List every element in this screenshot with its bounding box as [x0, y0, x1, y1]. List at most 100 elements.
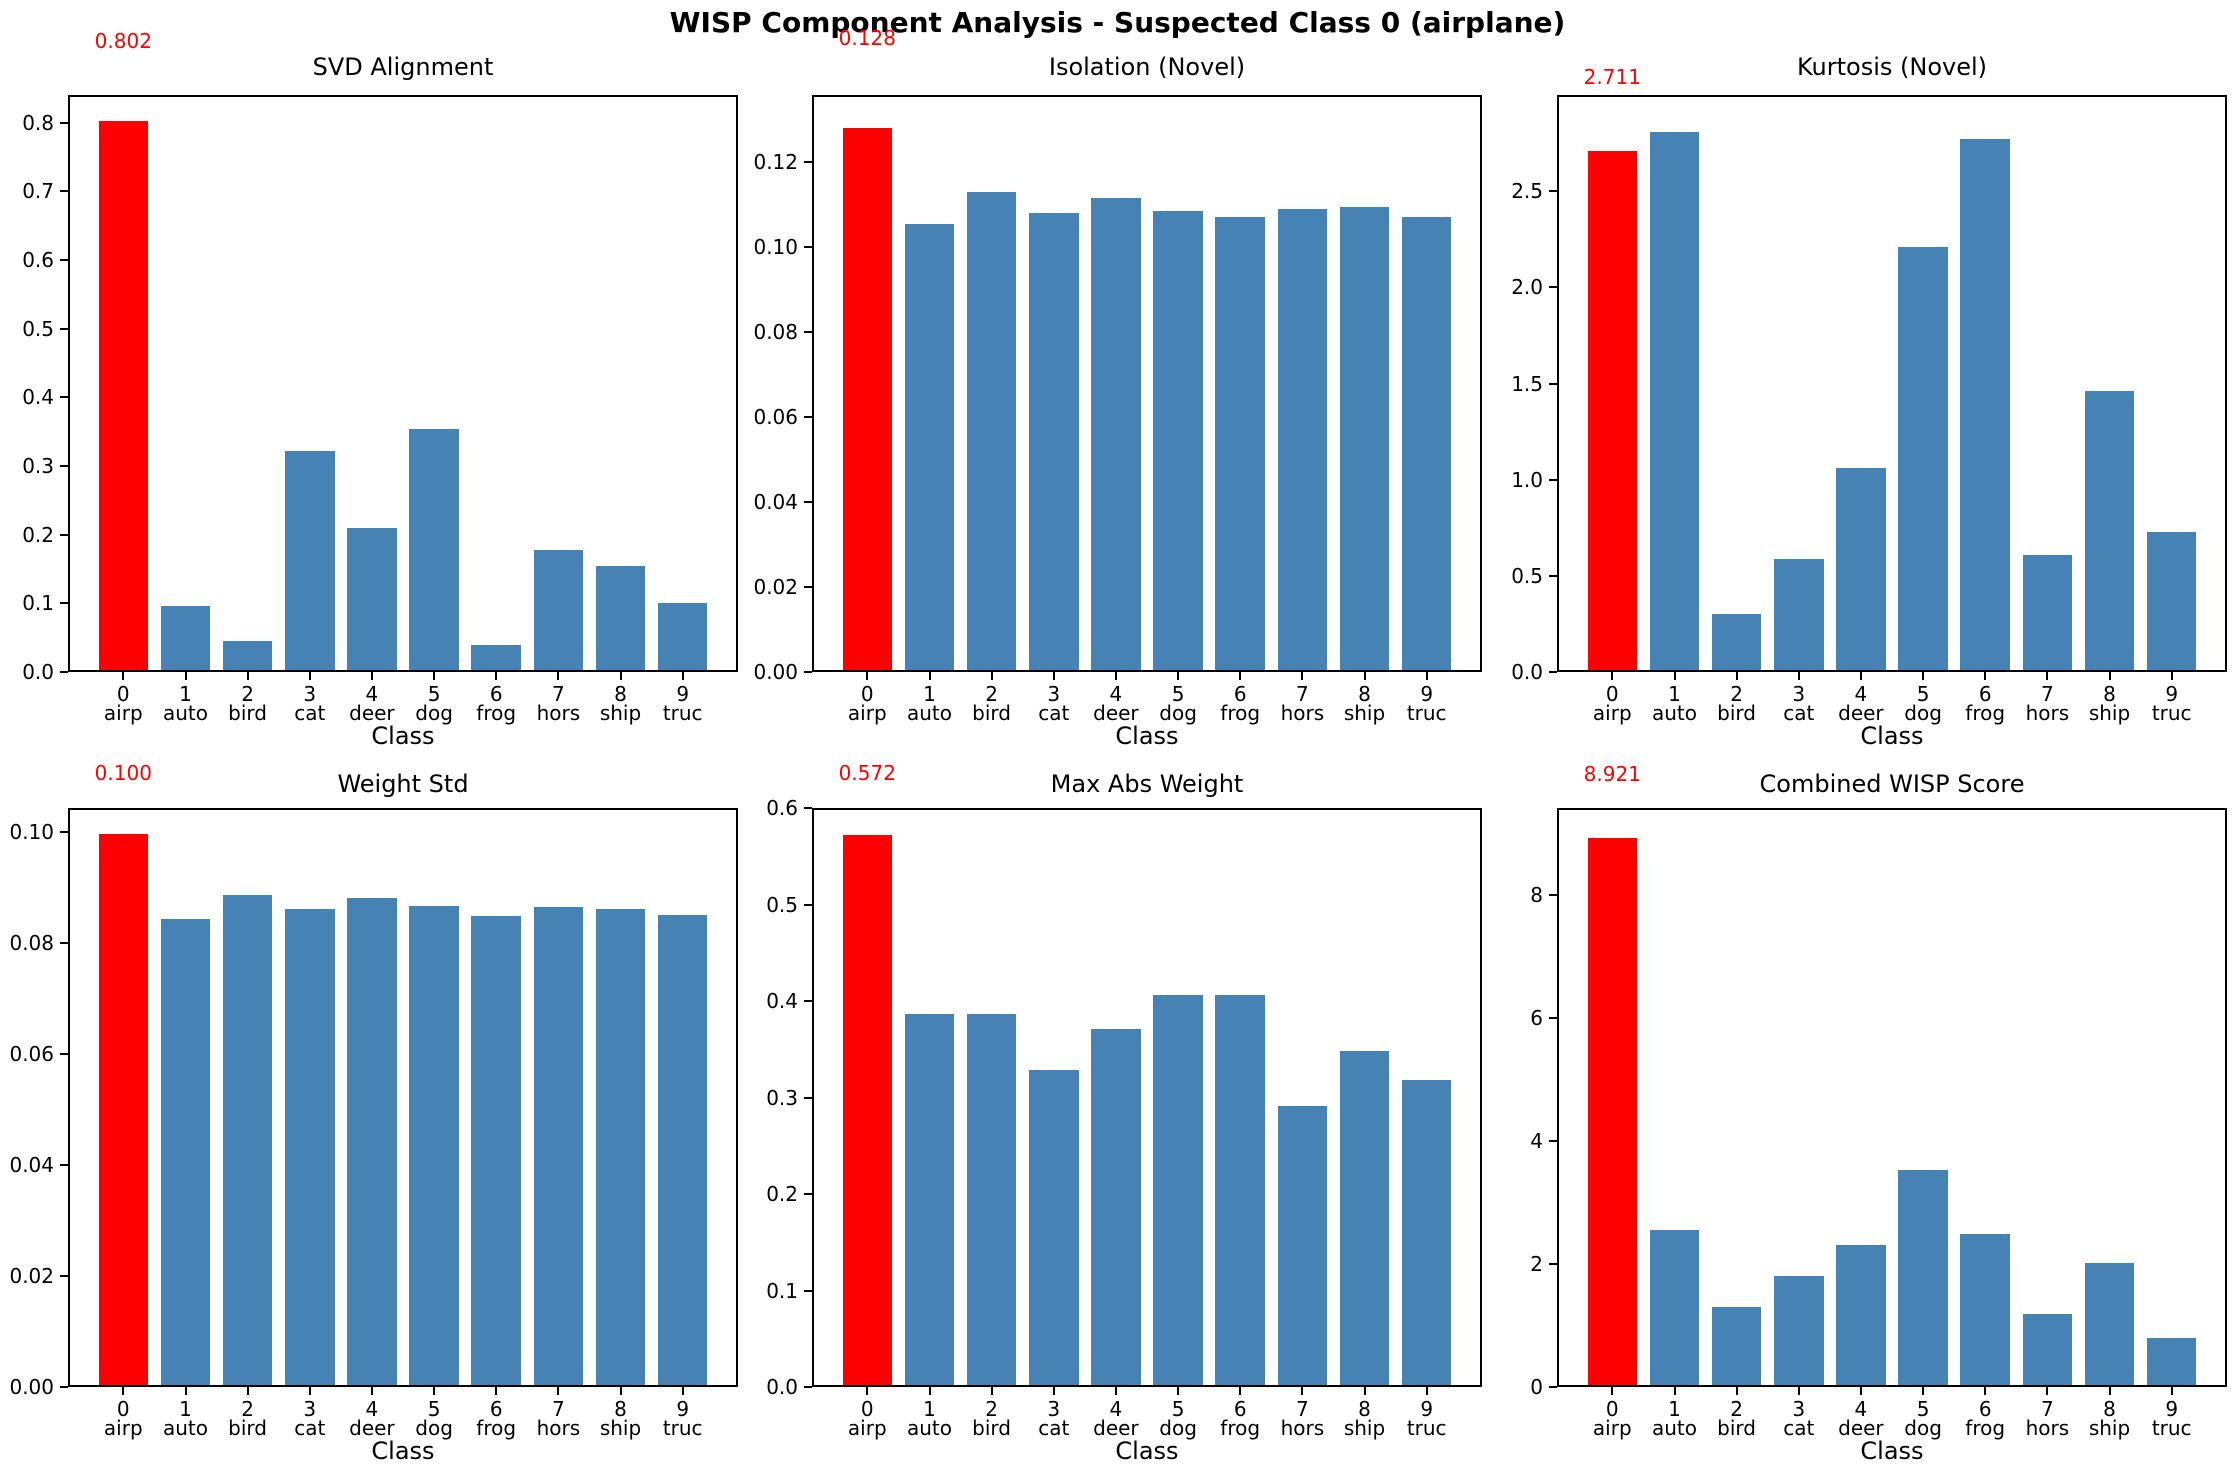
x-axis-label: Class — [371, 1437, 435, 1465]
x-axis-tick — [990, 1387, 993, 1395]
x-tick-class-number: 8 — [614, 1397, 627, 1421]
x-axis-tick — [1177, 672, 1180, 680]
x-tick-class-name: truc — [662, 1416, 703, 1440]
subplot-svd-alignment: 0.0 0.1 0.2 0.3 0.4 0.5 0.6 0.7 0.8 0 airp 1 auto 2 bi… — [22, 30, 738, 749]
x-axis-tick — [1239, 1387, 1242, 1395]
y-axis-tick-label: 0.02 — [753, 575, 798, 599]
x-tick-class-name: cat — [1783, 701, 1815, 725]
subplot-weight-std: 0.00 0.02 0.04 0.06 0.08 0.10 0 airp 1 auto 2 bird 3… — [9, 762, 738, 1464]
bar-deer — [347, 527, 397, 673]
x-tick-class-number: 9 — [2165, 1397, 2179, 1421]
bar-bird — [222, 895, 273, 1387]
bar-airp — [842, 128, 893, 672]
x-tick-class-number: 4 — [1854, 682, 1868, 706]
y-axis-tick — [804, 161, 812, 164]
x-axis-tick — [1984, 672, 1987, 680]
x-tick-class-name: deer — [1093, 1416, 1139, 1440]
x-axis-label: Class — [1115, 722, 1179, 750]
x-tick-class-number: 7 — [552, 1397, 565, 1421]
x-axis-label: Class — [1115, 1437, 1179, 1465]
y-axis-tick — [804, 1193, 812, 1195]
x-axis-tick — [1114, 672, 1117, 680]
x-tick-class-number: 2 — [985, 682, 998, 706]
y-axis-tick — [804, 1000, 812, 1002]
x-tick-class-name: ship — [599, 1416, 642, 1440]
bar-hors — [1277, 208, 1328, 672]
bar-dog — [1153, 995, 1203, 1387]
y-axis-tick-label: 0.00 — [9, 1375, 54, 1399]
subplot-combined-wisp-score: 0 2 4 6 8 0 airp 1 auto 2 bird 3 cat 4 deer 5 dog 6 frog 7 h… — [1530, 763, 2227, 1464]
bar-hors — [2022, 1313, 2073, 1387]
y-axis-tick — [804, 501, 812, 503]
bar-airp — [1587, 838, 1638, 1387]
bar-hors — [533, 907, 584, 1387]
y-axis-tick — [804, 246, 812, 249]
x-axis-tick — [619, 1387, 622, 1395]
x-tick-class-number: 8 — [2103, 682, 2116, 706]
x-axis-tick — [557, 1387, 560, 1395]
x-tick-class-name: frog — [1965, 701, 2006, 725]
plot-area — [68, 95, 738, 672]
y-axis-tick-label: 0.02 — [9, 1264, 54, 1288]
bar-dog — [409, 906, 459, 1387]
x-axis-tick — [1984, 1387, 1987, 1395]
x-tick-class-number: 7 — [2041, 682, 2054, 706]
y-axis-tick — [804, 1289, 812, 1292]
x-axis-label: Class — [1860, 722, 1924, 750]
x-axis-tick — [370, 1387, 373, 1395]
y-axis-tick — [60, 533, 68, 536]
x-axis-tick — [1673, 1387, 1676, 1395]
bar-frog — [1215, 217, 1266, 672]
x-tick-class-name: cat — [294, 1416, 326, 1440]
x-tick-class-number: 7 — [552, 682, 565, 706]
y-axis-tick — [60, 258, 68, 261]
y-axis-tick-label: 0.5 — [1511, 563, 1543, 588]
subplot-kurtosis-novel: 0.0 0.5 1.0 1.5 2.0 2.5 0 airp 1 auto 2 bird 3 cat 4 de… — [1511, 53, 2227, 749]
y-axis-tick — [804, 1386, 812, 1388]
x-axis-tick — [184, 1387, 187, 1395]
x-axis-tick — [1301, 1387, 1304, 1395]
x-axis-tick — [495, 1387, 498, 1395]
x-tick-class-number: 6 — [1233, 682, 1247, 706]
y-axis-tick — [804, 1096, 812, 1099]
x-axis-tick — [246, 1387, 249, 1395]
x-tick-class-number: 4 — [365, 682, 379, 706]
x-axis-label: Class — [371, 722, 435, 750]
bar-auto — [160, 919, 211, 1387]
bar-ship — [595, 566, 646, 672]
x-axis-tick — [1797, 672, 1800, 680]
bar-hors — [2022, 554, 2073, 672]
y-axis-tick — [60, 464, 68, 467]
x-tick-class-number: 4 — [1109, 682, 1123, 706]
bar-bird — [1711, 1307, 1762, 1387]
x-axis-tick — [1363, 1387, 1366, 1395]
chart-title: Max Abs Weight — [1050, 770, 1244, 798]
x-tick-class-number: 2 — [1730, 1397, 1743, 1421]
x-tick-class-number: 6 — [1978, 682, 1992, 706]
x-axis-tick — [1425, 672, 1428, 680]
bar-frog — [471, 916, 522, 1387]
highlight-annotation: 2.711 — [1583, 65, 1641, 89]
y-axis-tick-label: 0.6 — [22, 247, 54, 272]
y-axis-tick — [804, 807, 812, 809]
x-axis-tick — [1859, 672, 1862, 680]
bar-deer — [1836, 1244, 1886, 1387]
x-tick-class-number: 0 — [860, 682, 874, 706]
bar-ship — [2084, 1262, 2135, 1387]
x-tick-class-name: frog — [476, 701, 517, 725]
x-axis-tick — [2170, 1387, 2173, 1395]
bar-dog — [1153, 211, 1203, 672]
x-tick-class-number: 0 — [1605, 682, 1619, 706]
x-tick-class-number: 4 — [365, 1397, 379, 1421]
plot-area — [812, 95, 1482, 672]
x-tick-class-name: hors — [1280, 701, 1325, 725]
x-tick-class-name: auto — [1651, 1416, 1697, 1440]
bar-truc — [657, 602, 708, 672]
bar-frog — [1215, 995, 1266, 1387]
chart-title: Weight Std — [337, 770, 469, 798]
x-tick-class-name: auto — [906, 701, 952, 725]
x-tick-class-number: 5 — [1171, 682, 1185, 706]
highlight-annotation: 0.572 — [838, 761, 896, 785]
y-axis-tick-label: 8 — [1530, 882, 1543, 907]
